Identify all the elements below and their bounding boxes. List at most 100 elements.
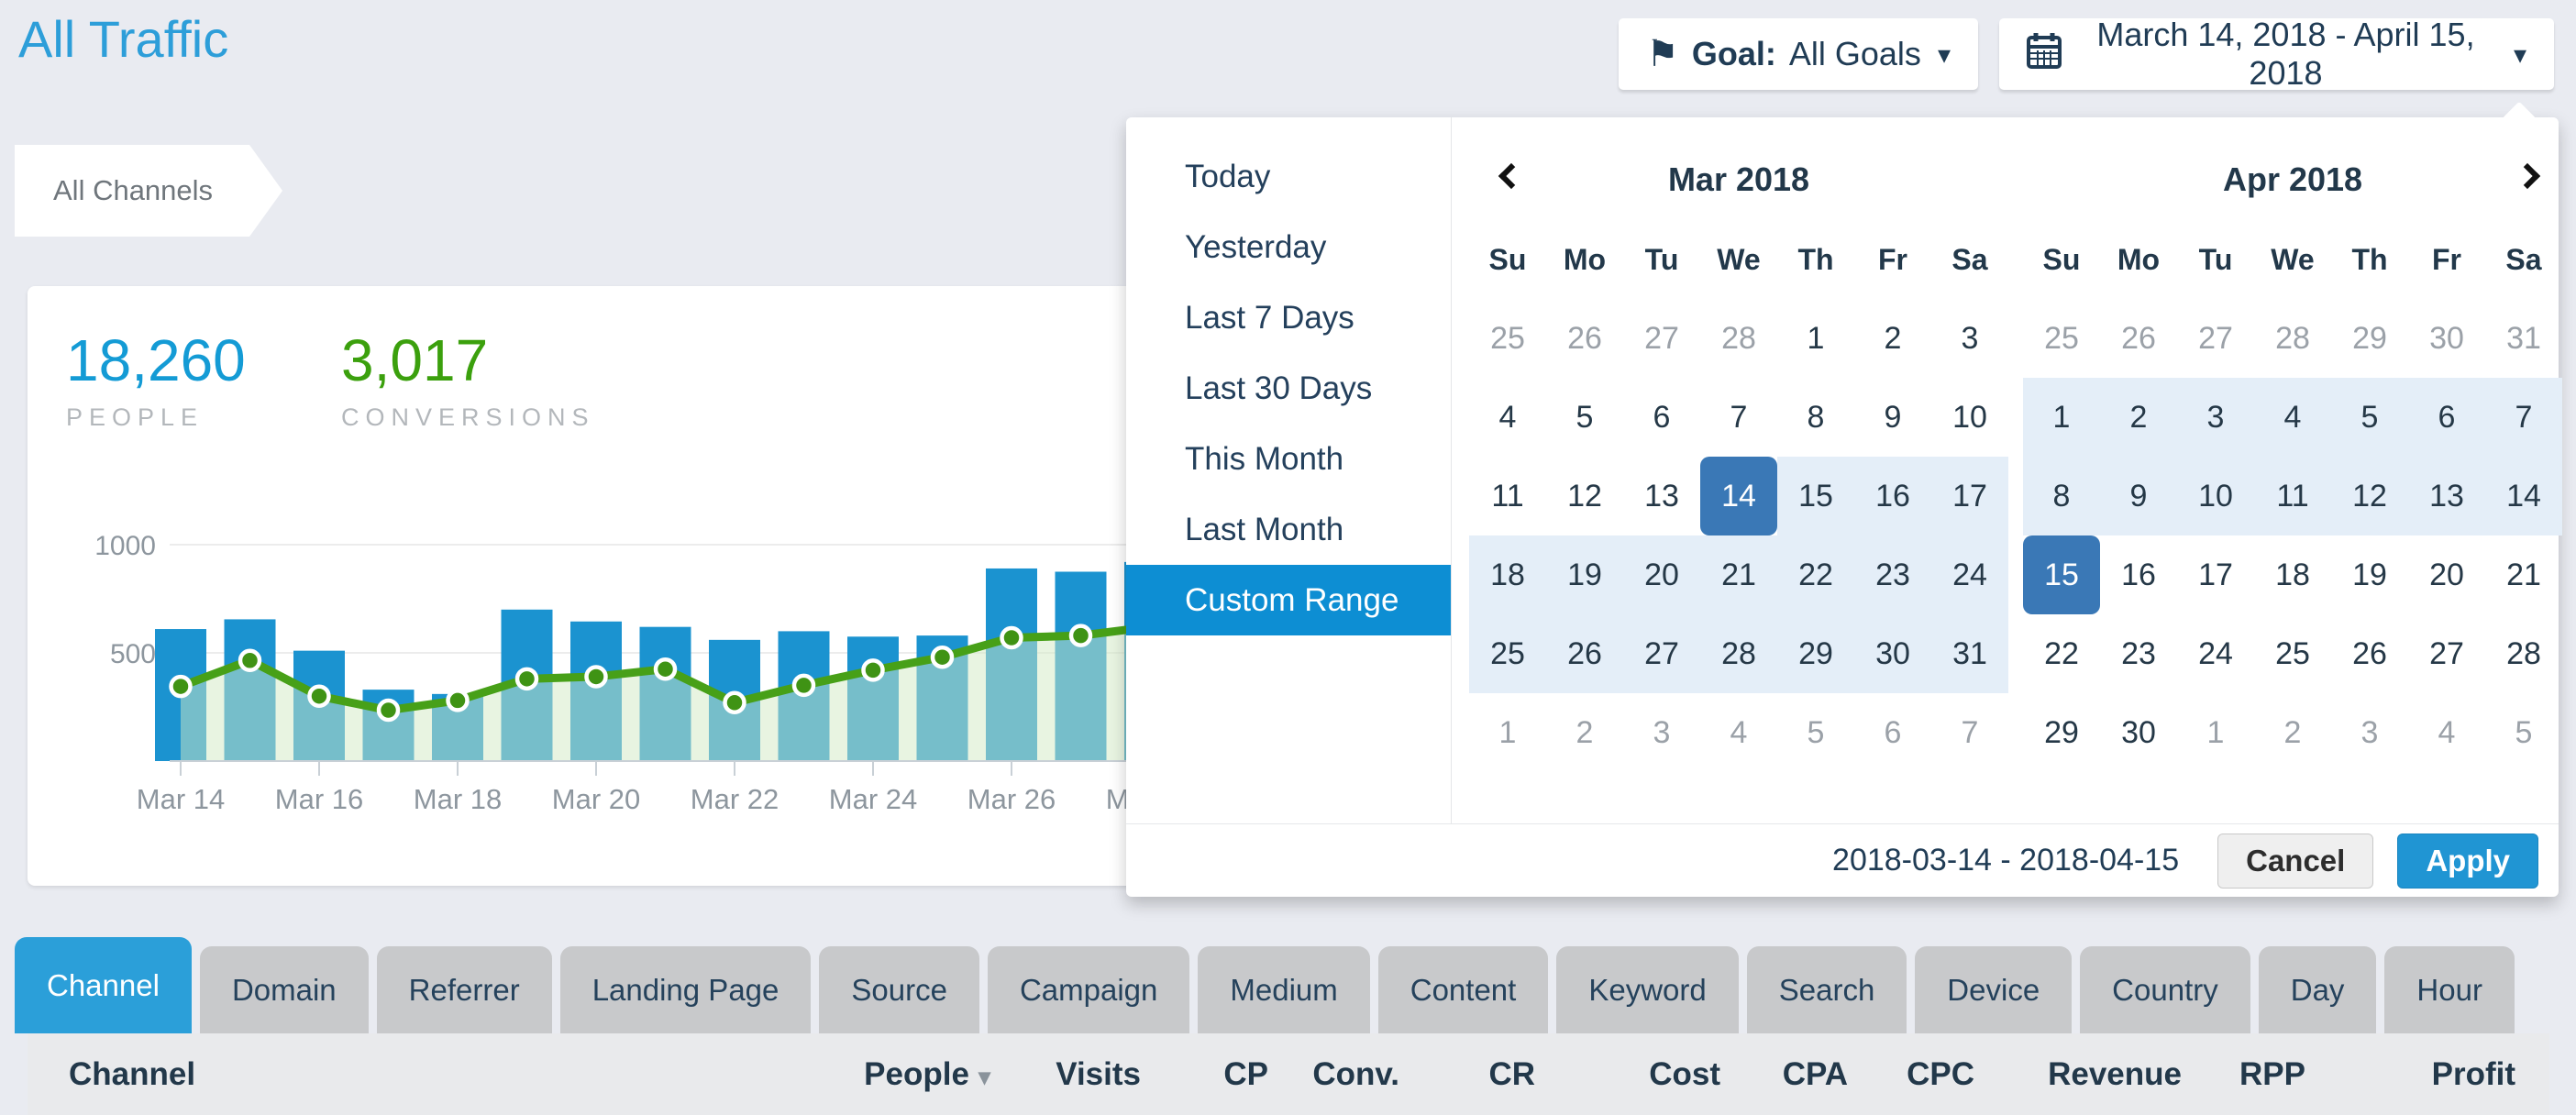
calendar-day[interactable]: 29 [2352, 321, 2387, 356]
calendar-day[interactable]: 16 [1854, 457, 1931, 535]
calendar-day[interactable]: 2 [1575, 715, 1594, 750]
calendar-day[interactable]: 26 [2121, 321, 2156, 356]
calendar-day[interactable]: 2 [2100, 378, 2177, 457]
calendar-day[interactable]: 5 [2515, 715, 2533, 750]
calendar-day[interactable]: 11 [2254, 457, 2331, 535]
column-header-cr[interactable]: CR [1488, 1055, 1535, 1092]
calendar-day[interactable]: 3 [2360, 715, 2379, 750]
calendar-day[interactable]: 15 [2023, 535, 2100, 614]
calendar-day[interactable]: 20 [2429, 558, 2464, 592]
tab-medium[interactable]: Medium [1198, 946, 1370, 1033]
calendar-day[interactable]: 9 [1884, 400, 1902, 435]
calendar-day[interactable]: 11 [1491, 479, 1524, 513]
calendar-day[interactable]: 4 [2438, 715, 2456, 750]
calendar-day[interactable]: 28 [1700, 614, 1777, 693]
preset-today[interactable]: Today [1185, 159, 1271, 194]
calendar-day[interactable]: 31 [1931, 614, 2008, 693]
calendar-day[interactable]: 27 [2429, 636, 2464, 671]
breadcrumb-all-channels[interactable]: All Channels [15, 145, 282, 237]
calendar-day[interactable]: 28 [2275, 321, 2310, 356]
calendar-day[interactable]: 4 [2254, 378, 2331, 457]
calendar-day[interactable]: 5 [1575, 400, 1594, 435]
calendar-day[interactable]: 1 [2206, 715, 2225, 750]
calendar-day[interactable]: 4 [1730, 715, 1748, 750]
calendar-day[interactable]: 1 [1498, 715, 1517, 750]
calendar-day[interactable]: 3 [1961, 321, 1979, 356]
calendar-day[interactable]: 19 [2352, 558, 2387, 592]
calendar-day[interactable]: 30 [2121, 715, 2156, 750]
column-header-cpa[interactable]: CPA [1782, 1055, 1848, 1092]
calendar-day[interactable]: 18 [2275, 558, 2310, 592]
calendar-day[interactable]: 25 [1490, 321, 1525, 356]
calendar-day[interactable]: 8 [2023, 457, 2100, 535]
calendar-day[interactable]: 13 [2408, 457, 2485, 535]
calendar-day[interactable]: 1 [2023, 378, 2100, 457]
chevron-right-icon[interactable] [2514, 162, 2541, 190]
calendar-day[interactable]: 28 [2506, 636, 2541, 671]
calendar-day[interactable]: 29 [2044, 715, 2079, 750]
calendar-day[interactable]: 25 [2044, 321, 2079, 356]
calendar-day[interactable]: 29 [1777, 614, 1854, 693]
calendar-day[interactable]: 27 [2198, 321, 2233, 356]
calendar-day[interactable]: 26 [2352, 636, 2387, 671]
calendar-day[interactable]: 9 [2100, 457, 2177, 535]
calendar-day[interactable]: 7 [2485, 378, 2562, 457]
tab-source[interactable]: Source [819, 946, 979, 1033]
tab-search[interactable]: Search [1746, 946, 1907, 1033]
calendar-day[interactable]: 19 [1546, 535, 1623, 614]
tab-country[interactable]: Country [2080, 946, 2250, 1033]
calendar-day[interactable]: 6 [2408, 378, 2485, 457]
tab-device[interactable]: Device [1915, 946, 2073, 1033]
column-header-cpc[interactable]: CPC [1907, 1055, 1974, 1092]
column-header-cost[interactable]: Cost [1649, 1055, 1720, 1092]
calendar-day[interactable]: 26 [1567, 321, 1602, 356]
calendar-day[interactable]: 8 [1807, 400, 1825, 435]
column-header-channel[interactable]: Channel [69, 1055, 196, 1092]
calendar-day[interactable]: 27 [1623, 614, 1700, 693]
calendar-day[interactable]: 2 [2283, 715, 2302, 750]
tab-campaign[interactable]: Campaign [987, 946, 1190, 1033]
apply-button[interactable]: Apply [2397, 833, 2538, 889]
goal-selector-button[interactable]: ⚑ Goal: All Goals ▾ [1619, 18, 1978, 90]
calendar-day[interactable]: 27 [1644, 321, 1679, 356]
calendar-day[interactable]: 25 [2275, 636, 2310, 671]
calendar-day[interactable]: 6 [1653, 400, 1671, 435]
calendar-day[interactable]: 30 [2429, 321, 2464, 356]
calendar-day[interactable]: 24 [1931, 535, 2008, 614]
calendar-day[interactable]: 18 [1469, 535, 1546, 614]
calendar-day[interactable]: 30 [1854, 614, 1931, 693]
calendar-day[interactable]: 13 [1644, 479, 1679, 513]
calendar-day[interactable]: 6 [1884, 715, 1902, 750]
tab-keyword[interactable]: Keyword [1556, 946, 1739, 1033]
calendar-day[interactable]: 23 [2121, 636, 2156, 671]
calendar-day[interactable]: 5 [2331, 378, 2408, 457]
calendar-day[interactable]: 22 [2044, 636, 2079, 671]
column-header-conv-[interactable]: Conv. [1312, 1055, 1399, 1092]
calendar-day[interactable]: 12 [2331, 457, 2408, 535]
calendar-day[interactable]: 14 [2485, 457, 2562, 535]
tab-domain[interactable]: Domain [199, 946, 369, 1033]
calendar-day[interactable]: 15 [1777, 457, 1854, 535]
column-header-profit[interactable]: Profit [2431, 1055, 2515, 1092]
column-header-visits[interactable]: Visits [1056, 1055, 1141, 1092]
tab-hour[interactable]: Hour [2384, 946, 2515, 1033]
preset-custom-range[interactable]: Custom Range [1126, 565, 1451, 635]
calendar-day[interactable]: 21 [1700, 535, 1777, 614]
calendar-day[interactable]: 1 [1807, 321, 1825, 356]
column-header-cp[interactable]: CP [1223, 1055, 1268, 1092]
preset-last-month[interactable]: Last Month [1185, 512, 1344, 547]
calendar-day[interactable]: 17 [1931, 457, 2008, 535]
calendar-day[interactable]: 10 [2177, 457, 2254, 535]
calendar-day[interactable]: 3 [1653, 715, 1671, 750]
calendar-day[interactable]: 5 [1807, 715, 1825, 750]
calendar-day[interactable]: 23 [1854, 535, 1931, 614]
tab-referrer[interactable]: Referrer [376, 946, 552, 1033]
calendar-day[interactable]: 16 [2121, 558, 2156, 592]
calendar-day[interactable]: 20 [1623, 535, 1700, 614]
calendar-day[interactable]: 31 [2506, 321, 2541, 356]
tab-content[interactable]: Content [1377, 946, 1549, 1033]
calendar-day[interactable]: 28 [1721, 321, 1756, 356]
tab-channel[interactable]: Channel [15, 937, 192, 1033]
calendar-day[interactable]: 25 [1469, 614, 1546, 693]
calendar-day[interactable]: 22 [1777, 535, 1854, 614]
